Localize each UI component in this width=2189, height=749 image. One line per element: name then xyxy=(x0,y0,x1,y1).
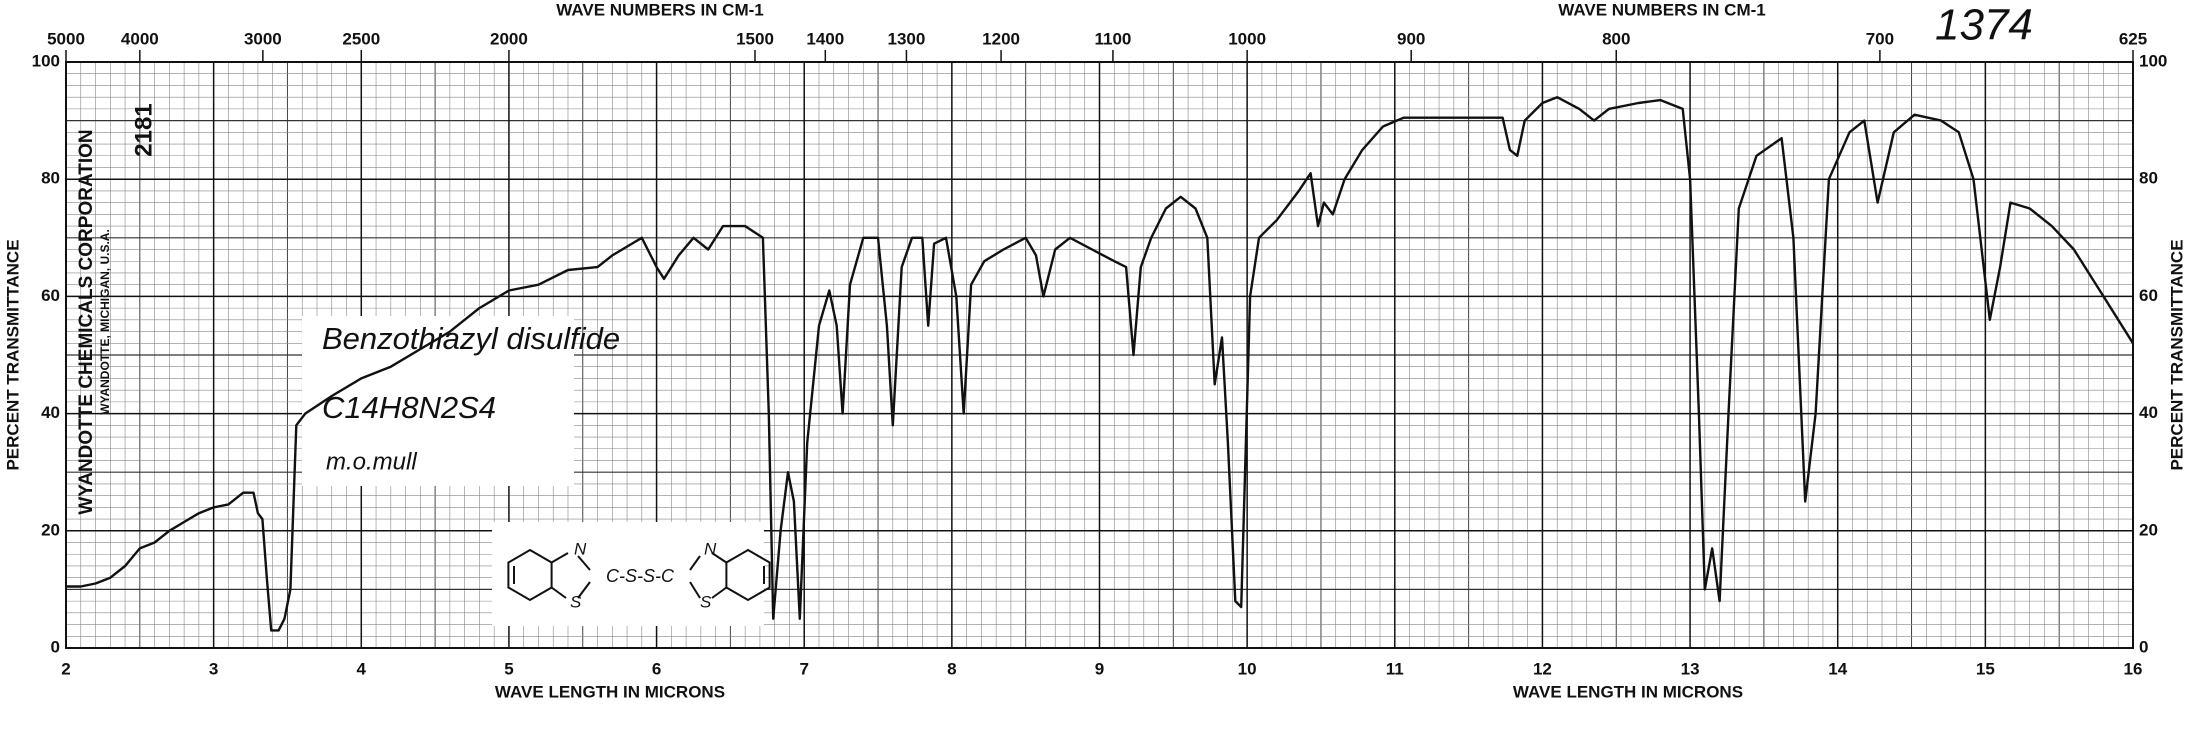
x-tick-label: 16 xyxy=(2124,659,2143,678)
x-tick-label: 10 xyxy=(1238,659,1257,678)
plot-frame xyxy=(65,61,2134,649)
x2-tick-label: 2500 xyxy=(342,29,380,48)
x2-tick-label: 625 xyxy=(2119,29,2147,48)
bond xyxy=(551,586,567,599)
x2-axis-label: WAVE NUMBERS IN CM-1 xyxy=(556,0,763,19)
x-tick-label: 9 xyxy=(1095,659,1104,678)
atom-label: N xyxy=(704,539,717,558)
y2-tick-label: 60 xyxy=(2139,286,2158,305)
y2-tick-label: 80 xyxy=(2139,169,2158,188)
atom-label: S xyxy=(570,592,582,611)
x2-tick-label: 1400 xyxy=(806,29,844,48)
spectrum-line xyxy=(66,96,2135,632)
x-tick-label: 7 xyxy=(799,659,808,678)
formula: C14H8N2S4 xyxy=(322,390,496,425)
x-tick-label: 4 xyxy=(357,659,367,678)
x-tick-label: 11 xyxy=(1386,659,1404,678)
x-tick-label: 8 xyxy=(947,659,956,678)
x-axis-label: WAVE LENGTH IN MICRONS xyxy=(495,682,725,701)
compound-name: Benzothiazyl disulfide xyxy=(322,321,620,356)
x-tick-label: 14 xyxy=(1828,659,1847,678)
y2-tick-label: 0 xyxy=(2139,637,2148,656)
x2-tick-label: 900 xyxy=(1397,29,1425,48)
x-tick-label: 13 xyxy=(1681,659,1700,678)
x2-tick-label: 1300 xyxy=(888,29,926,48)
x2-tick-label: 2000 xyxy=(490,29,528,48)
x2-tick-label: 1500 xyxy=(736,29,774,48)
y-tick-label: 100 xyxy=(32,51,60,70)
x2-tick-label: 4000 xyxy=(121,29,159,48)
sample-prep: m.o.mull xyxy=(326,448,417,475)
x-tick-label: 3 xyxy=(209,659,218,678)
x2-axis-label: WAVE NUMBERS IN CM-1 xyxy=(1558,0,1765,19)
bond xyxy=(711,552,727,564)
x2-tick-label: 800 xyxy=(1602,29,1630,48)
grid xyxy=(65,61,2134,649)
x-tick-label: 12 xyxy=(1533,659,1552,678)
bond xyxy=(689,555,701,571)
x-tick-label: 2 xyxy=(61,659,70,678)
label-panel xyxy=(302,316,574,486)
y2-axis-label: PERCENT TRANSMITTANCE xyxy=(2167,239,2186,470)
bond xyxy=(551,552,569,564)
y-tick-label: 0 xyxy=(51,637,60,656)
atom-label: N xyxy=(574,539,587,558)
x-tick-label: 5 xyxy=(504,659,513,678)
x2-tick-label: 1200 xyxy=(982,29,1020,48)
x2-tick-label: 5000 xyxy=(47,29,85,48)
x-tick-label: 15 xyxy=(1976,659,1995,678)
bond xyxy=(711,586,727,599)
serial: 2181 xyxy=(130,103,157,156)
location: WYANDOTTE, MICHIGAN, U.S.A. xyxy=(98,229,112,415)
y-tick-label: 40 xyxy=(41,403,60,422)
x2-tick-label: 700 xyxy=(1866,29,1894,48)
y2-tick-label: 40 xyxy=(2139,403,2158,422)
bond xyxy=(577,555,591,571)
x2-tick-label: 1100 xyxy=(1094,29,1131,48)
x2-tick-label: 3000 xyxy=(244,29,282,48)
x-tick-label: 6 xyxy=(652,659,661,678)
y-tick-label: 20 xyxy=(41,520,60,539)
y2-tick-label: 20 xyxy=(2139,520,2158,539)
y-tick-label: 60 xyxy=(41,286,60,305)
x2-tick-label: 1000 xyxy=(1228,29,1266,48)
bond xyxy=(689,581,701,599)
company: WYANDOTTE CHEMICALS CORPORATION xyxy=(76,129,97,514)
bond xyxy=(577,581,591,599)
atom-label: S xyxy=(700,592,712,611)
x-axis-label: WAVE LENGTH IN MICRONS xyxy=(1513,682,1743,701)
y-tick-label: 80 xyxy=(41,169,60,188)
structure-panel xyxy=(492,522,764,626)
chart-number: 1374 xyxy=(1935,1,2033,50)
structure xyxy=(507,548,771,602)
y2-tick-label: 100 xyxy=(2139,51,2167,70)
y-axis-label: PERCENT TRANSMITTANCE xyxy=(3,239,22,470)
bridge-label: C-S-S-C xyxy=(606,566,675,586)
